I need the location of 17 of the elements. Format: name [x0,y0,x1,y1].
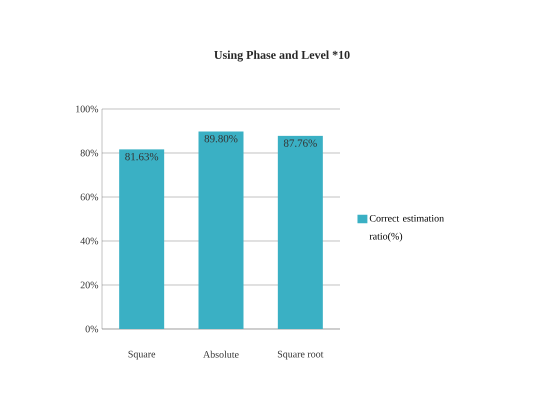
y-tick-label: 60% [80,194,98,200]
data-label: 89.80% [204,134,238,142]
data-label: 87.76% [284,139,317,147]
bar [119,149,164,329]
y-tick-label: 100% [76,106,98,112]
data-label: 81.63% [125,152,158,160]
chart-title: Using Phase and Level *10 [214,50,350,62]
y-tick-label: 0% [86,326,98,332]
y-tick-label: 20% [80,282,98,288]
bar [198,131,244,329]
y-tick-label: 40% [80,238,98,244]
legend-label: Correct estimation ratio(%) [370,214,444,242]
x-tick-label: Square [128,350,156,360]
y-tick-label: 80% [80,150,98,156]
x-tick-label: Square root [278,350,324,360]
x-tick-label: Absolute [203,350,239,358]
bar [278,136,323,329]
